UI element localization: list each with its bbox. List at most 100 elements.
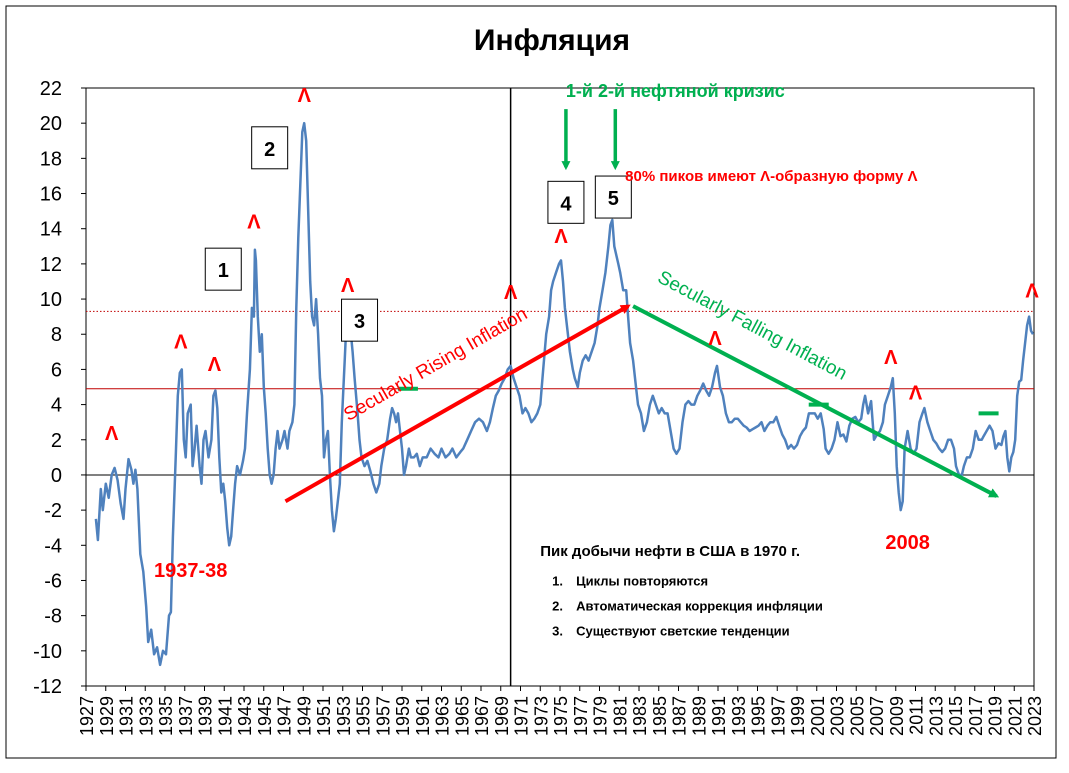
x-tick-label: 1993 [729,696,749,736]
y-tick-label: 2 [51,430,62,452]
x-tick-label: 1973 [531,696,551,736]
x-tick-label: 1955 [354,696,374,736]
x-tick-label: 1939 [196,696,216,736]
inflation-series-line [94,121,1035,667]
x-tick-label: 1929 [97,696,117,736]
peak-marker: Λ [341,275,355,297]
y-tick-label: -4 [44,535,62,557]
x-tick-label: 1981 [610,696,630,736]
y-tick-label: -10 [33,641,62,663]
x-tick-label: 1949 [294,696,314,736]
cycle-number-box [251,126,289,170]
x-tick-label: 2021 [1005,696,1025,736]
x-tick-label: 1961 [413,696,433,736]
peak-marker: Λ [708,328,722,350]
x-tick-label: 1983 [630,696,650,736]
cycle-number-label: 3 [354,311,365,333]
x-tick-label: 1969 [492,696,512,736]
x-tick-label: 1959 [393,696,413,736]
x-tick-label: 2005 [847,696,867,736]
y-tick-label: 22 [40,78,62,100]
y-tick-label: 10 [40,289,62,311]
chart-frame [5,5,1057,759]
note-number: 2. [552,599,563,614]
cycle-number-label: 4 [560,193,572,215]
x-tick-label: 2003 [828,696,848,736]
x-tick-label: 2019 [986,696,1006,736]
cycle-number-box [594,175,632,219]
cycle-number-box [341,298,379,342]
x-tick-label: 1953 [334,696,354,736]
cycle-number-box [547,180,585,224]
y-tick-label: 16 [40,184,62,206]
x-tick-label: 1931 [117,696,137,736]
cycle-number-label: 1 [218,260,229,282]
peak-marker: Λ [247,212,261,234]
cycle-number-label: 2 [264,139,275,161]
y-tick-label: 14 [40,219,62,241]
y-tick-label: -2 [44,500,62,522]
y-tick-label: -12 [33,676,62,698]
peak-marker: Λ [298,85,312,107]
y-tick-label: 18 [40,148,62,170]
x-tick-label: 1987 [670,696,690,736]
note-item: Существуют светские тенденции [576,624,790,639]
us-oil-peak-note: Пик добычи нефти в США в 1970 г. [540,543,800,560]
x-tick-label: 1975 [551,696,571,736]
y-tick-label: 4 [51,395,62,417]
y-tick-label: 8 [51,324,62,346]
peaks-shape-note: 80% пиков имеют Λ-образную форму Λ [625,168,917,185]
x-tick-label: 1991 [709,696,729,736]
x-tick-label: 1957 [373,696,393,736]
x-tick-label: 2011 [907,696,927,735]
x-tick-label: 2013 [926,696,946,736]
x-tick-label: 1979 [591,696,611,736]
note-item: Автоматическая коррекция инфляции [576,599,823,614]
x-tick-label: 2015 [946,696,966,736]
x-tick-label: 1943 [235,696,255,736]
x-tick-label: 1985 [650,696,670,736]
x-tick-label: 1965 [452,696,472,736]
x-tick-label: 2023 [1025,696,1045,736]
note-number: 3. [552,624,563,639]
y-tick-label: -8 [44,606,62,628]
y-tick-label: -6 [44,570,62,592]
label-1937-38: 1937-38 [154,560,227,582]
x-tick-label: 2009 [887,696,907,736]
x-tick-label: 1947 [275,696,295,736]
note-number: 1. [552,574,563,589]
peak-marker: Λ [174,331,188,353]
peak-marker: Λ [504,282,518,304]
peak-marker: Λ [1025,280,1039,302]
x-tick-label: 1995 [749,696,769,736]
x-tick-label: 1927 [77,696,97,736]
x-tick-label: 1951 [314,696,334,736]
peak-marker: Λ [884,347,898,369]
x-tick-label: 1941 [215,696,235,736]
peak-marker: Λ [208,354,222,376]
cycle-number-box [204,247,242,291]
y-tick-label: 0 [51,465,62,487]
x-tick-label: 1937 [176,696,196,736]
rising-trend-arrow [284,304,631,504]
peak-marker: Λ [909,382,923,404]
note-item: Циклы повторяются [576,574,708,589]
x-tick-label: 1971 [512,696,532,736]
y-tick-label: 20 [40,113,62,135]
oil-crisis-label: 1-й 2-й нефтяной кризис [566,81,785,101]
x-tick-label: 1977 [571,696,591,736]
peak-marker: Λ [554,226,568,248]
x-tick-label: 1967 [472,696,492,736]
label-2008: 2008 [885,532,930,554]
cycle-number-label: 5 [608,188,619,210]
y-tick-label: 12 [40,254,62,276]
x-tick-label: 2007 [867,696,887,736]
x-tick-label: 2001 [808,696,828,736]
x-tick-label: 1963 [433,696,453,736]
x-tick-label: 1935 [156,696,176,736]
x-tick-label: 1945 [255,696,275,736]
x-tick-label: 1989 [689,696,709,736]
y-tick-label: 6 [51,359,62,381]
